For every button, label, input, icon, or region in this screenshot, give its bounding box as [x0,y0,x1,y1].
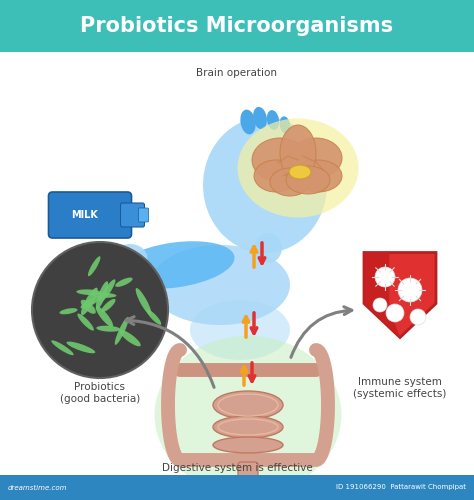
Ellipse shape [59,308,78,314]
FancyBboxPatch shape [48,192,131,238]
Ellipse shape [136,288,151,315]
Ellipse shape [115,317,128,345]
Ellipse shape [240,110,255,134]
Ellipse shape [116,241,235,289]
FancyBboxPatch shape [120,203,145,227]
Ellipse shape [146,309,161,325]
Ellipse shape [101,299,116,312]
Circle shape [373,298,387,312]
Ellipse shape [150,245,290,325]
Text: ID 191066290  Pattarawit Chompipat: ID 191066290 Pattarawit Chompipat [336,484,466,490]
Circle shape [375,267,395,287]
Ellipse shape [90,292,117,298]
Ellipse shape [99,280,116,302]
Ellipse shape [280,116,291,134]
Ellipse shape [66,342,95,353]
Ellipse shape [115,278,133,287]
Ellipse shape [96,306,113,327]
Ellipse shape [289,165,311,179]
Ellipse shape [81,300,96,314]
Ellipse shape [290,138,342,178]
Ellipse shape [112,244,147,272]
Ellipse shape [51,340,73,355]
Ellipse shape [237,118,358,218]
Ellipse shape [119,330,141,346]
Ellipse shape [190,300,290,360]
Ellipse shape [155,336,341,494]
Text: Brain operation: Brain operation [197,68,277,78]
Ellipse shape [213,391,283,419]
Circle shape [386,304,404,322]
Circle shape [398,278,422,302]
Text: Probiotics
(good bacteria): Probiotics (good bacteria) [60,382,140,404]
Ellipse shape [96,326,120,332]
Text: Probiotics Microorganisms: Probiotics Microorganisms [81,16,393,36]
FancyBboxPatch shape [238,462,258,490]
Polygon shape [364,252,400,338]
Text: dreamstime.com: dreamstime.com [8,484,67,490]
FancyBboxPatch shape [138,208,148,222]
Ellipse shape [76,290,102,295]
Text: Digestive system is effective: Digestive system is effective [162,463,312,473]
Text: Immune system
(systemic effects): Immune system (systemic effects) [353,377,447,399]
Text: MILK: MILK [72,210,99,220]
Ellipse shape [81,288,98,316]
Polygon shape [364,252,436,338]
Ellipse shape [253,107,267,129]
Ellipse shape [213,437,283,453]
Ellipse shape [270,168,310,196]
Circle shape [32,242,168,378]
Ellipse shape [252,138,308,182]
Ellipse shape [254,160,298,192]
Bar [0,0,474,52]
Ellipse shape [96,282,108,309]
Ellipse shape [203,117,327,253]
Ellipse shape [81,296,101,308]
Ellipse shape [254,233,282,263]
Ellipse shape [213,416,283,438]
Ellipse shape [267,110,279,130]
Ellipse shape [88,256,100,276]
Ellipse shape [77,314,94,330]
Bar [0,475,474,500]
Ellipse shape [294,160,342,192]
Ellipse shape [280,125,316,181]
Circle shape [410,309,426,325]
Ellipse shape [286,166,330,194]
